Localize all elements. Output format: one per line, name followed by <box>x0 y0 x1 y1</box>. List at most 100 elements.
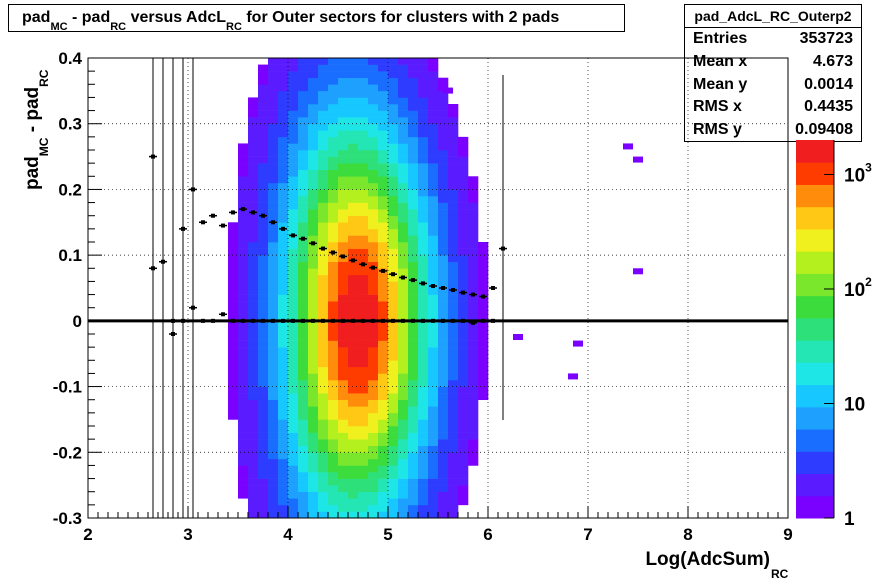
heatmap-cell <box>238 485 249 493</box>
heatmap-cell <box>458 255 469 263</box>
heatmap-cell <box>448 150 459 157</box>
heatmap-cell <box>448 445 459 453</box>
heatmap-cell <box>428 373 439 381</box>
heatmap-cell <box>348 169 359 177</box>
heatmap-cell <box>378 182 389 190</box>
heatmap-cell <box>443 87 453 94</box>
heatmap-cell <box>368 123 379 131</box>
heatmap-cell <box>418 399 429 407</box>
heatmap-cell <box>358 419 369 427</box>
heatmap-cell <box>388 58 399 65</box>
heatmap-cell <box>318 452 329 460</box>
heatmap-cell <box>278 320 289 328</box>
heatmap-cell <box>428 419 439 427</box>
profile-zero-point <box>441 318 445 323</box>
heatmap-cell <box>358 432 369 440</box>
heatmap-cell <box>398 58 409 65</box>
stats-value: 353723 <box>799 30 853 47</box>
heatmap-cell <box>278 472 289 479</box>
heatmap-cell <box>438 465 449 473</box>
heatmap-cell <box>388 334 399 341</box>
heatmap-cell <box>238 439 249 447</box>
heatmap-cell <box>358 71 369 79</box>
heatmap-cell <box>268 228 279 236</box>
profile-mean-point <box>341 254 345 259</box>
heatmap-cell <box>308 439 319 447</box>
heatmap-cell <box>378 347 389 355</box>
heatmap-cell <box>318 472 329 479</box>
heatmap-cell <box>328 176 339 184</box>
heatmap-cell <box>358 110 369 118</box>
profile-zero-point <box>381 318 385 323</box>
heatmap-cell <box>308 360 319 368</box>
heatmap-cell <box>408 485 419 493</box>
heatmap-cell <box>258 163 269 171</box>
heatmap-cell <box>328 202 339 210</box>
heatmap-cell <box>258 281 269 289</box>
profile-zero-point <box>471 320 475 325</box>
heatmap-cell <box>348 268 359 276</box>
heatmap-cell <box>298 248 309 256</box>
heatmap-cell <box>258 491 269 499</box>
heatmap-cell <box>448 399 459 407</box>
heatmap-cell <box>298 294 309 302</box>
heatmap-cell <box>388 84 399 92</box>
heatmap-cell <box>428 386 439 394</box>
profile-mean-point <box>441 286 445 290</box>
heatmap-cell <box>298 511 309 519</box>
heatmap-cell <box>448 347 459 355</box>
heatmap-cell <box>328 419 339 427</box>
heatmap-cell <box>338 327 349 335</box>
heatmap-cell <box>378 143 389 151</box>
heatmap-cell <box>318 327 329 335</box>
heatmap-cell <box>418 261 429 269</box>
heatmap-cell <box>418 117 429 125</box>
heatmap-cell <box>348 360 359 368</box>
heatmap-cell <box>398 130 409 138</box>
heatmap-cell <box>308 163 319 171</box>
heatmap-cell <box>408 84 419 92</box>
heatmap-cell <box>408 288 419 295</box>
heatmap-cell <box>298 136 309 144</box>
heatmap-cell <box>328 182 339 190</box>
heatmap-cell <box>458 182 469 190</box>
heatmap-cell <box>298 90 309 98</box>
heatmap-cell <box>458 353 469 361</box>
heatmap-cell <box>368 294 379 302</box>
heatmap-cell <box>328 334 339 341</box>
heatmap-cell <box>408 458 419 466</box>
heatmap-cell <box>468 294 479 302</box>
heatmap-cell <box>378 327 389 335</box>
profile-zero-point <box>491 318 495 323</box>
heatmap-cell <box>248 228 259 236</box>
heatmap-cell <box>438 360 449 368</box>
heatmap-cell <box>438 268 449 276</box>
heatmap-cell <box>278 202 289 210</box>
heatmap-cell <box>398 202 409 210</box>
heatmap-cell <box>388 261 399 269</box>
heatmap-cell <box>338 465 349 473</box>
heatmap-cell <box>238 228 249 236</box>
heatmap-cell <box>428 347 439 355</box>
heatmap-cell <box>288 472 299 479</box>
heatmap-cell <box>308 485 319 493</box>
heatmap-cell <box>258 320 269 328</box>
heatmap-cell <box>348 406 359 414</box>
heatmap-cell <box>318 491 329 499</box>
heatmap-cell <box>633 268 643 275</box>
heatmap-cell <box>338 452 349 460</box>
heatmap-cell <box>468 182 479 190</box>
heatmap-cell <box>228 334 239 341</box>
heatmap-cell <box>338 347 349 355</box>
heatmap-cell <box>388 504 399 512</box>
heatmap-cell <box>278 182 289 190</box>
heatmap-cell <box>368 261 379 269</box>
heatmap-cell <box>308 327 319 335</box>
heatmap-cell <box>288 77 299 85</box>
heatmap-cell <box>448 393 459 401</box>
heatmap-cell <box>418 307 429 315</box>
heatmap-cell <box>458 491 469 499</box>
heatmap-cell <box>308 432 319 440</box>
heatmap-cell <box>448 196 459 203</box>
heatmap-cell <box>268 136 279 144</box>
